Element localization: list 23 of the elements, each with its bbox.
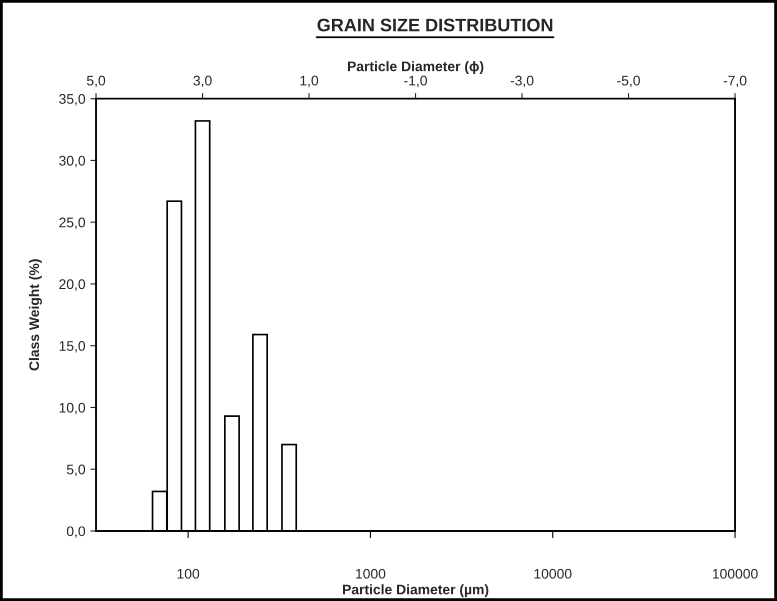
x-tick-label: 100000	[712, 568, 758, 579]
y-tick-label: 0,0	[66, 526, 86, 538]
y-tick-label: 15,0	[60, 341, 86, 353]
x-tick-label: 10000	[534, 568, 572, 579]
x-tick-label: 1000	[356, 568, 386, 579]
y-tick-label: 30,0	[59, 156, 86, 168]
y-tick-label: 10,0	[60, 402, 86, 414]
y-tick-label: 5,0	[66, 464, 86, 476]
x2-tick-label: -1,0	[404, 76, 427, 88]
y-tick-label: 25,0	[59, 218, 86, 230]
x2-tick-label: 5,0	[86, 76, 106, 88]
x2-tick-label: -5,0	[617, 76, 640, 88]
y-tick-label: 20,0	[59, 279, 86, 291]
x2-tick-label: 3,0	[193, 76, 212, 88]
x2-tick-label: -3,0	[510, 76, 534, 88]
y-axis-title: Class Weight (%)	[28, 259, 42, 370]
x2-tick-label: -7,0	[724, 76, 746, 88]
chart-title: GRAIN SIZE DISTRIBUTION	[317, 18, 552, 32]
x-axis-title: Particle Diameter (µm)	[342, 584, 488, 598]
x2-tick-label: 1,0	[300, 76, 318, 88]
x2-axis-title: Particle Diameter (ϕ)	[348, 61, 484, 74]
y-tick-label: 35,0	[59, 94, 86, 106]
x-tick-label: 100	[178, 568, 200, 579]
